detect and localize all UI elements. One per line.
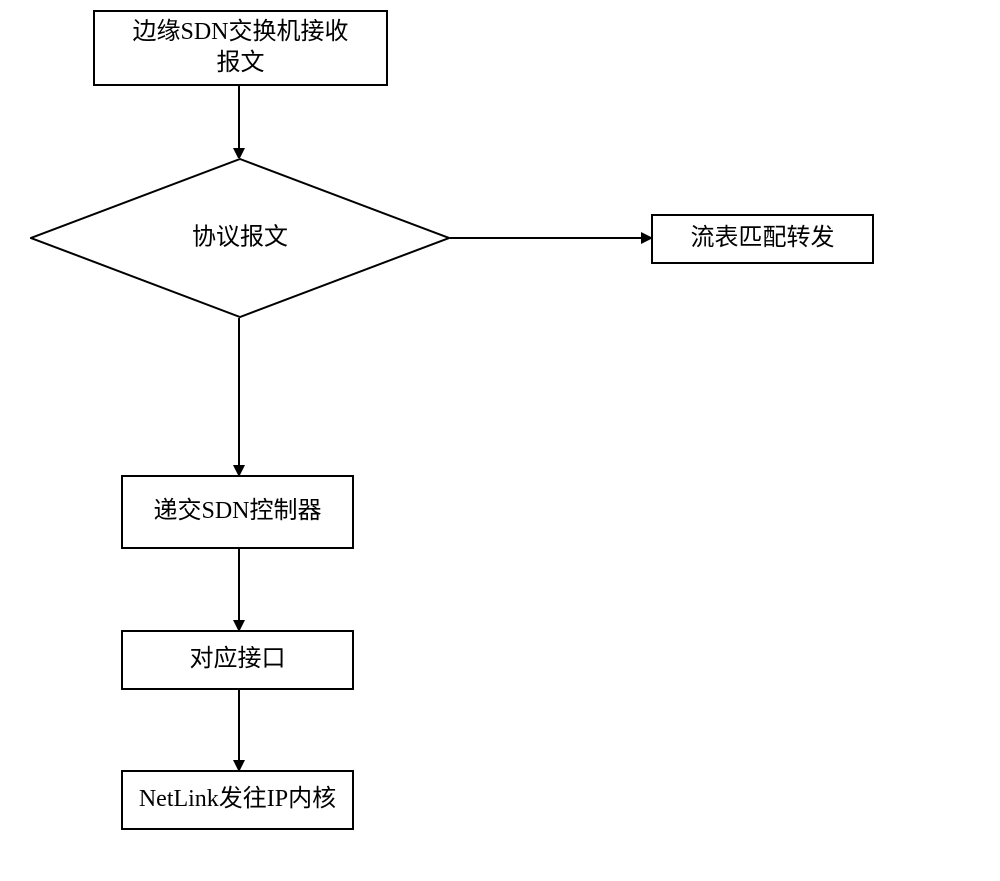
flowchart-container: 边缘SDN交换机接收报文协议报文 流表匹配转发递交SDN控制器对应接口 NetLin…: [0, 0, 1000, 881]
node-label-n2: 协议报文: [192, 222, 288, 253]
node-label-n4: 递交SDN控制器: [153, 496, 321, 527]
node-n4: 递交SDN控制器: [121, 475, 354, 549]
edges-layer: [0, 0, 1000, 881]
node-label-n5: 对应接口: [190, 644, 286, 675]
node-label-n6: NetLink发往IP内核: [139, 784, 336, 815]
node-n1: 边缘SDN交换机接收报文: [93, 10, 388, 86]
node-n6: NetLink发往IP内核: [121, 770, 354, 830]
node-label-n1: 边缘SDN交换机接收报文: [132, 17, 348, 79]
node-n2: 协议报文: [30, 158, 450, 318]
node-n3: 流表匹配转发: [651, 214, 874, 264]
node-n5: 对应接口: [121, 630, 354, 690]
node-label-n3: 流表匹配转发: [691, 223, 835, 254]
